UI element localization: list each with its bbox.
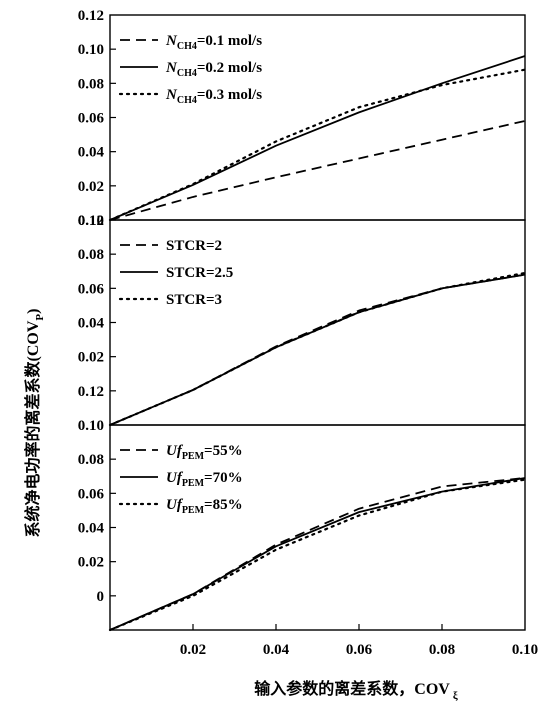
legend-label-rest: =0.3 mol/s [197,87,262,103]
y-axis-label: 系统净电功率的离差系数(COVP) [23,309,46,538]
legend-label: STCR=2.5 [166,265,233,281]
y-tick-label: 0.06 [78,486,105,502]
legend-label-rest: =55% [204,443,243,459]
legend-label-subscript: CH4 [177,95,197,106]
x-tick-label: 0.06 [346,642,373,658]
series-line-1 [109,477,526,631]
series-line-3 [108,68,527,222]
y-tick-label: 0.06 [78,111,105,127]
legend-label-rest: =0.2 mol/s [197,60,262,76]
y-tick-label: 0.06 [78,281,105,297]
y-tick-label: 0.08 [78,452,104,468]
y-tick-label: 0.04 [78,316,105,332]
y-axis-label-text: 系统净电功率的离差系数(COV [23,320,42,537]
y-tick-label: 0.12 [78,8,104,24]
panel-3: 0.100.080.060.040.020UfPEM=55%UfPEM=70%U… [78,418,527,632]
x-tick-label: 0.10 [512,642,538,658]
x-axis-label-text: 输入参数的离差系数，COV [254,679,450,698]
y-tick-label: 0.08 [78,247,104,263]
legend-label-rest: =0.1 mol/s [197,33,262,49]
y-tick-label: 0 [97,589,105,605]
legend-label-main: STCR=2 [166,238,222,254]
legend-label-main: Uf [166,443,184,459]
y-tick-label: 0.02 [78,350,104,366]
y-tick-label: 0.08 [78,76,104,92]
legend-label-subscript: CH4 [177,41,197,52]
legend-label: NCH4=0.3 mol/s [165,87,262,106]
legend-label-main: STCR=2.5 [166,265,233,281]
y-tick-label: 0.10 [78,213,104,229]
x-tick-label: 0.04 [263,642,290,658]
legend-label: NCH4=0.1 mol/s [165,33,262,52]
legend-label-subscript: CH4 [177,68,197,79]
y-tick-label: 0.10 [78,418,104,434]
series-line-2 [109,477,526,631]
legend-label-main: N [165,60,178,76]
y-axis-label-subscript: P [34,314,46,321]
x-axis: 0.02 0.04 0.06 0.08 0.10 [180,624,538,658]
legend-label: STCR=3 [166,292,222,308]
x-axis-label: 输入参数的离差系数，COV ξ [254,679,458,702]
legend-label-subscript: PEM [182,478,205,489]
y-tick-label: 0.10 [78,42,104,58]
legend-label-main: Uf [166,470,184,486]
x-tick-label: 0.02 [180,642,206,658]
legend-label-main: N [165,33,178,49]
y-tick-label: 0.12 [78,384,104,400]
legend-label: UfPEM=55% [166,443,243,462]
legend-label-main: Uf [166,497,184,513]
legend-label-subscript: PEM [182,451,205,462]
legend-label-main: STCR=3 [166,292,222,308]
y-axis-label-close: ) [25,309,42,314]
y-tick-label: 0.12 [78,213,104,229]
series-line-2 [109,55,526,221]
legend-label-main: N [165,87,178,103]
series-line-1 [109,120,526,221]
legend-label-rest: =70% [204,470,243,486]
legend-label: UfPEM=70% [166,470,243,489]
y-tick-label: 0.02 [78,179,104,195]
legend-label-rest: =85% [204,497,243,513]
y-tick-label: 0.02 [78,555,104,571]
legend-label-subscript: PEM [182,505,205,516]
panel-2: 0.10 0.08 0.06 0.04 0.02 0.12 STCR=2 STCR=2.5 ST… [78,213,527,427]
x-tick-label: 0.08 [429,642,455,658]
legend-label: UfPEM=85% [166,497,243,516]
x-axis-label-subscript: ξ [453,690,458,702]
y-tick-label: 0.04 [78,145,105,161]
series-line-3 [108,271,527,427]
legend-label: NCH4=0.2 mol/s [165,60,262,79]
legend-label: STCR=2 [166,238,222,254]
y-tick-label: 0.04 [78,521,105,537]
